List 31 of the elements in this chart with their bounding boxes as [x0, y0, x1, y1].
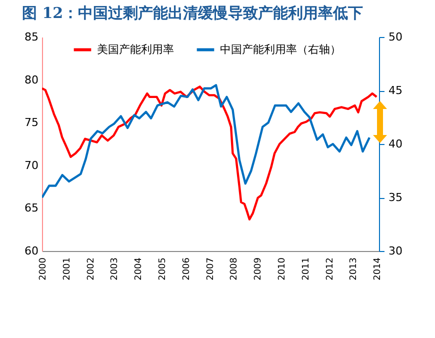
y2-tick-label: 30	[388, 244, 402, 258]
x-tick-label: 2001	[62, 258, 72, 280]
line-series	[42, 84, 371, 199]
legend-label: 美国产能利用率	[97, 42, 174, 56]
x-tick-label: 2005	[158, 258, 168, 280]
y-tick-label: 70	[24, 158, 38, 172]
x-tick-label: 2002	[86, 258, 96, 280]
legend-label: 中国产能利用率（右轴）	[220, 42, 341, 56]
x-tick-label: 2012	[325, 258, 336, 280]
line-series	[42, 86, 378, 220]
y-tick-label: 75	[24, 116, 38, 130]
x-tick-label: 2010	[278, 257, 288, 280]
y-tick-label: 85	[24, 30, 38, 44]
x-tick-label: 2014	[373, 257, 384, 280]
y-tick-label: 65	[24, 202, 38, 215]
chart-title: 图 12：中国过剩产能出清缓慢导致产能利用率低下	[22, 4, 364, 22]
y2-tick-label: 35	[388, 191, 402, 204]
y2-tick-label: 45	[388, 84, 402, 97]
x-tick-label: 2011	[301, 258, 312, 280]
y-tick-label: 80	[24, 73, 38, 86]
x-tick-label: 2008	[230, 257, 240, 280]
y2-tick-label: 40	[388, 138, 402, 150]
x-tick-label: 2000	[38, 257, 48, 280]
x-tick-label: 2006	[182, 257, 192, 280]
x-tick-label: 2013	[349, 258, 360, 280]
y-tick-label: 60	[24, 244, 38, 258]
x-tick-label: 2003	[110, 258, 120, 280]
x-tick-label: 2004	[134, 257, 144, 280]
x-tick-label: 2007	[206, 258, 216, 280]
y2-tick-label: 50	[388, 30, 402, 44]
x-tick-label: 2009	[254, 257, 264, 280]
